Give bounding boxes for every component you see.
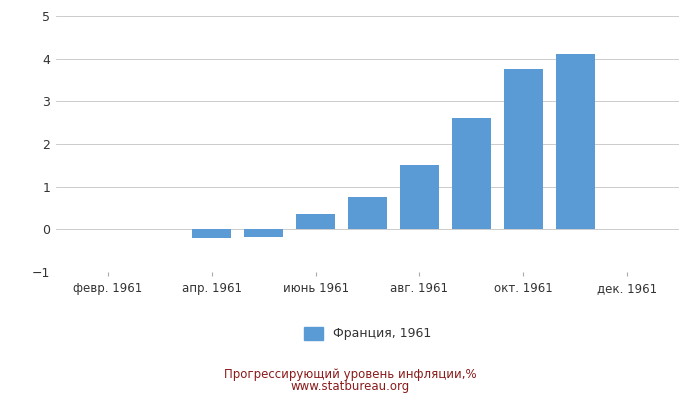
- Bar: [348, 197, 387, 229]
- Text: www.statbureau.org: www.statbureau.org: [290, 380, 410, 393]
- Text: Прогрессирующий уровень инфляции,%: Прогрессирующий уровень инфляции,%: [224, 368, 476, 381]
- Bar: [452, 118, 491, 229]
- Bar: [400, 165, 439, 229]
- Bar: [244, 229, 283, 237]
- Bar: [556, 54, 594, 229]
- Bar: [193, 229, 231, 238]
- Legend: Франция, 1961: Франция, 1961: [299, 322, 436, 345]
- Bar: [296, 214, 335, 229]
- Bar: [504, 69, 542, 229]
